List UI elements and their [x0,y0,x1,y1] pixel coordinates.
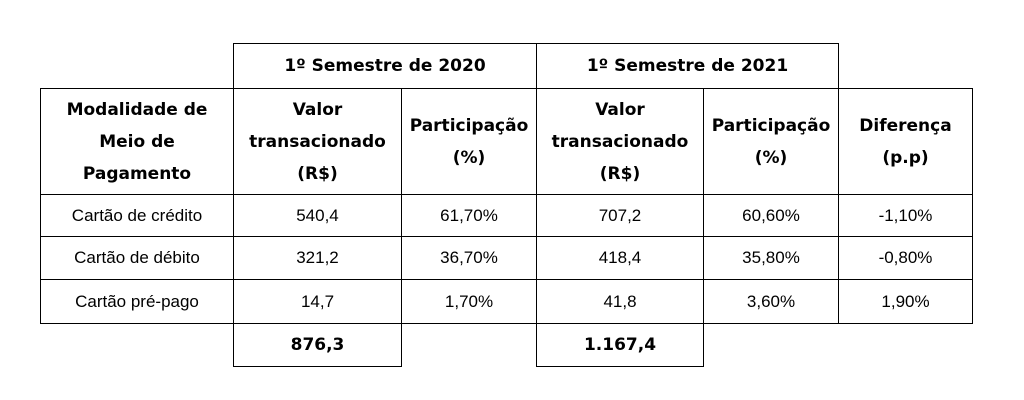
table-cell-modality: Cartão pré-pago [40,279,234,324]
column-header-value-2021: Valor transacionado (R$) [536,88,704,195]
table-cell-value-2021: 418,4 [536,236,704,280]
table-cell-share-2020: 36,70% [401,236,537,280]
semester-2021-header: 1º Semestre de 2021 [536,43,839,89]
table-cell-modality: Cartão de crédito [40,194,234,237]
table-cell-share-2021: 60,60% [703,194,839,237]
table-cell-value-2021: 707,2 [536,194,704,237]
table-cell-difference: -0,80% [838,236,973,280]
column-header-share-2020: Participação (%) [401,88,537,195]
column-header-modality: Modalidade de Meio de Pagamento [40,88,234,195]
total-value-2021: 1.167,4 [536,323,704,367]
total-value-2020: 876,3 [233,323,402,367]
table-cell-modality: Cartão de débito [40,236,234,280]
table-cell-share-2021: 35,80% [703,236,839,280]
table-cell-share-2021: 3,60% [703,279,839,324]
semester-2020-header: 1º Semestre de 2020 [233,43,537,89]
table-cell-difference: 1,90% [838,279,973,324]
column-header-share-2021: Participação (%) [703,88,839,195]
column-header-difference: Diferença (p.p) [838,88,973,195]
table-cell-value-2020: 321,2 [233,236,402,280]
table-cell-value-2020: 14,7 [233,279,402,324]
column-header-value-2020: Valor transacionado (R$) [233,88,402,195]
table-cell-difference: -1,10% [838,194,973,237]
table-cell-share-2020: 61,70% [401,194,537,237]
table-cell-value-2021: 41,8 [536,279,704,324]
table-cell-value-2020: 540,4 [233,194,402,237]
table-cell-share-2020: 1,70% [401,279,537,324]
